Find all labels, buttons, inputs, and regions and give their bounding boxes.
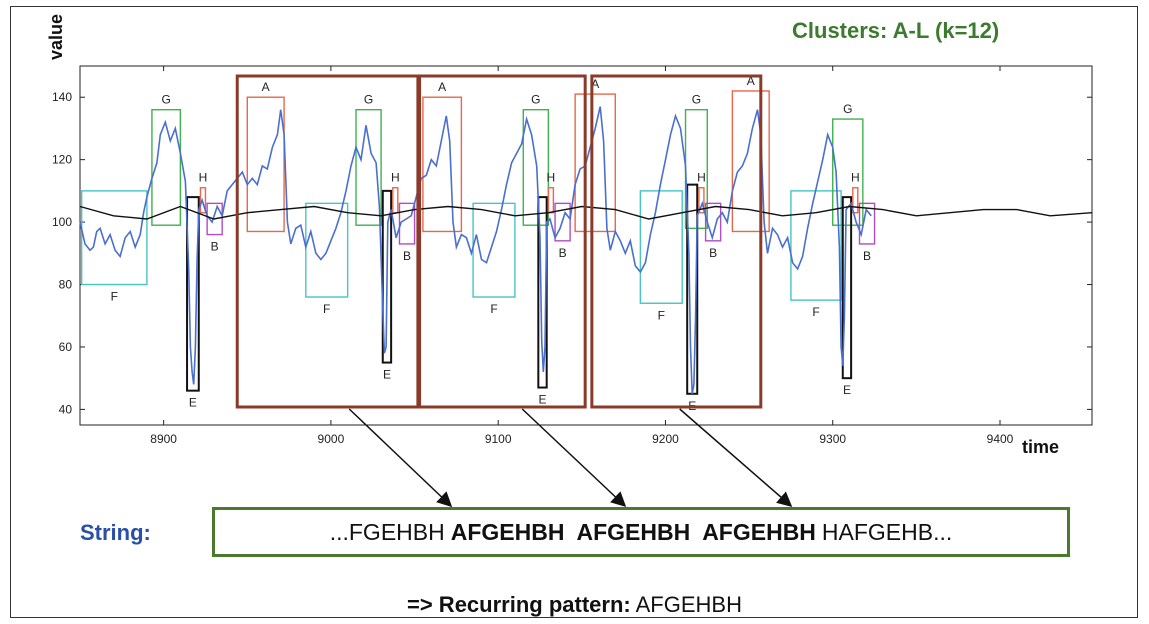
cluster-box-h: [547, 187, 555, 214]
cluster-label-h: H: [851, 171, 860, 185]
string-part-1: AFGEHBH: [450, 518, 565, 545]
cluster-label-f: F: [812, 305, 819, 319]
x-tick-label: 9000: [318, 432, 345, 446]
series-line-1: [79, 205, 1093, 220]
cluster-box-h: [199, 187, 207, 214]
cluster-label-f: F: [658, 308, 665, 322]
highlight-window-2: [590, 74, 763, 409]
cluster-label-a: A: [747, 74, 755, 88]
cluster-box-a: [731, 90, 770, 233]
cluster-label-a: A: [262, 80, 270, 94]
cluster-label-h: H: [391, 171, 400, 185]
cluster-box-b: [398, 202, 416, 245]
window-arrow-2: [679, 408, 793, 507]
cluster-label-a: A: [438, 80, 446, 94]
cluster-label-f: F: [323, 302, 330, 316]
highlight-window-1: [418, 74, 587, 409]
string-part-3: AFGEHBH: [702, 518, 816, 545]
cluster-label-g: G: [843, 102, 852, 116]
x-tick-label: 8900: [150, 432, 177, 446]
recurring-prefix: => Recurring pattern:: [407, 592, 631, 617]
cluster-label-f: F: [111, 290, 118, 304]
cluster-label-b: B: [709, 246, 717, 260]
cluster-box-g: [151, 109, 182, 226]
cluster-label-e: E: [189, 396, 197, 410]
string-part-0: ...FGEHBH: [329, 518, 445, 545]
cluster-box-a: [574, 93, 616, 233]
recurring-pattern: => Recurring pattern: AFGEHBH: [0, 592, 1149, 618]
window-arrow-0: [348, 408, 453, 508]
cluster-box-f: [80, 190, 148, 286]
cluster-label-b: B: [863, 249, 871, 263]
x-tick-label: 9300: [819, 432, 846, 446]
window-arrow-1: [521, 408, 627, 508]
cluster-box-a: [246, 96, 285, 233]
cluster-label-h: H: [697, 171, 706, 185]
cluster-box-f: [790, 190, 842, 301]
cluster-box-g: [832, 118, 864, 226]
cluster-box-e: [381, 189, 393, 364]
y-tick-label: 60: [59, 340, 73, 354]
cluster-box-f: [472, 202, 516, 298]
cluster-label-e: E: [843, 383, 851, 397]
cluster-box-b: [858, 202, 876, 245]
cluster-box-h: [392, 187, 399, 214]
string-box: ...FGEHBH AFGEHBH AFGEHBH AFGEHBH HAFGEH…: [212, 507, 1070, 557]
cluster-box-e: [186, 196, 200, 392]
cluster-label-b: B: [403, 249, 411, 263]
cluster-label-b: B: [211, 240, 219, 254]
cluster-label-h: H: [199, 171, 208, 185]
y-tick-label: 40: [59, 402, 73, 416]
cluster-title: Clusters: A-L (k=12): [792, 18, 1000, 43]
cluster-label-g: G: [161, 93, 170, 107]
cluster-box-a: [422, 96, 463, 233]
plot-area: [79, 65, 1093, 426]
cluster-box-h: [852, 187, 859, 214]
cluster-box-b: [704, 202, 722, 242]
x-tick-label: 9200: [652, 432, 679, 446]
recurring-value: AFGEHBH: [635, 592, 742, 617]
x-axis-label: time: [1022, 437, 1059, 457]
highlight-window-0: [235, 74, 420, 409]
cluster-box-e: [841, 196, 853, 380]
y-tick-label: 120: [52, 153, 72, 167]
cluster-label-g: G: [531, 93, 540, 107]
x-tick-label: 9100: [485, 432, 512, 446]
y-tick-label: 80: [59, 278, 73, 292]
cluster-label-g: G: [692, 93, 701, 107]
y-axis-label: value: [46, 14, 66, 60]
series-line-0: [79, 106, 872, 394]
cluster-box-f: [639, 190, 683, 304]
x-tick-label: 9400: [987, 432, 1014, 446]
string-part-2: AFGEHBH: [576, 518, 691, 545]
cluster-label-e: E: [383, 368, 391, 382]
cluster-box-g: [355, 109, 382, 226]
y-tick-label: 100: [52, 215, 72, 229]
y-tick-label: 140: [52, 90, 72, 104]
cluster-label-g: G: [364, 93, 373, 107]
cluster-box-f: [305, 202, 349, 298]
cluster-label-h: H: [547, 171, 556, 185]
cluster-label-e: E: [539, 393, 547, 407]
cluster-box-e: [537, 196, 548, 389]
cluster-box-g: [522, 109, 550, 226]
cluster-label-f: F: [490, 302, 497, 316]
cluster-box-h: [698, 187, 705, 214]
string-label: String:: [80, 520, 151, 545]
string-part-4: HAFGEHB...: [821, 518, 953, 545]
cluster-label-b: B: [559, 246, 567, 260]
cluster-box-b: [206, 202, 223, 236]
cluster-label-a: A: [591, 77, 599, 91]
cluster-box-b: [554, 202, 571, 242]
